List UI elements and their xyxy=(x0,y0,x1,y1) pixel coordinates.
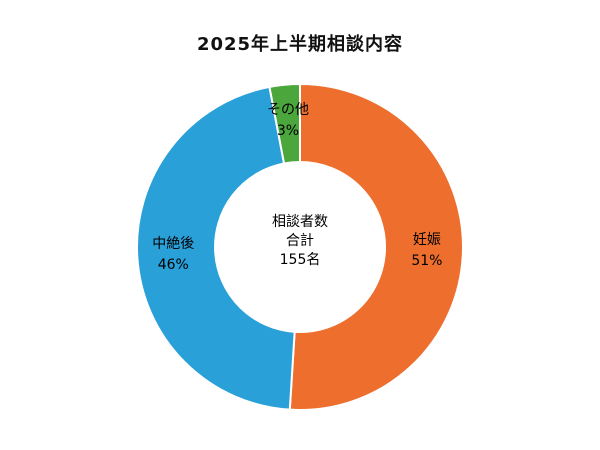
donut-center-label: 相談者数 合計 155名 xyxy=(0,213,600,270)
slice-category-label: その他 xyxy=(267,101,309,118)
donut-slice-0 xyxy=(288,82,464,411)
slice-percent-label: 51% xyxy=(411,253,443,269)
slice-category-label: 妊娠 xyxy=(412,232,441,248)
center-label-line-2: 合計 xyxy=(286,233,314,249)
slice-category-label: 中絶後 xyxy=(152,236,195,252)
slice-label-2: その他 3% xyxy=(267,100,309,142)
slice-percent-label: 46% xyxy=(157,257,189,273)
chart-title: 2025年上半期相談内容 xyxy=(196,34,404,55)
donut-slice-2 xyxy=(268,82,301,165)
slice-label-1: 中絶後 46% xyxy=(152,234,194,276)
donut-slice-1 xyxy=(136,85,296,411)
center-label-line-1: 相談者数 xyxy=(272,214,328,230)
slice-label-0: 妊娠 51% xyxy=(411,230,442,272)
slice-percent-label: 3% xyxy=(276,122,300,139)
center-label-line-3: 155名 xyxy=(279,252,321,268)
